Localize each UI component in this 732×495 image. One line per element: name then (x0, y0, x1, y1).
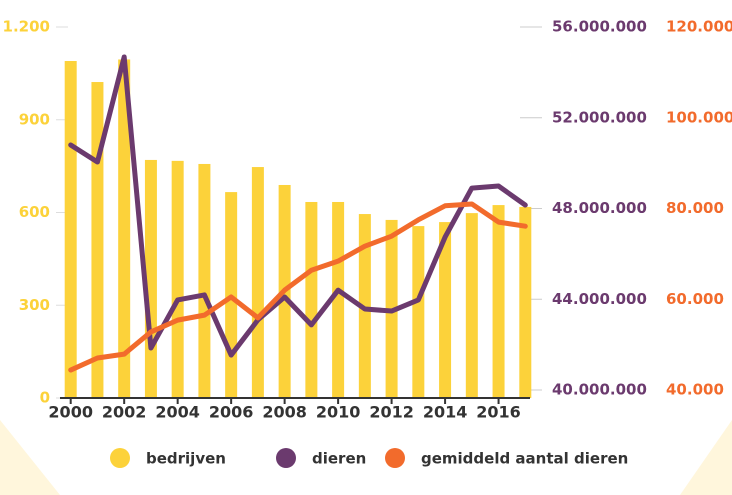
legend-swatch (385, 448, 405, 468)
y-tick-label: 300 (19, 296, 50, 314)
y2-tick-label: 52.000.000 (552, 108, 647, 126)
y-tick-label: 900 (19, 110, 50, 128)
y2-tick-label: 40.000.000 (552, 381, 647, 399)
x-tick-label: 2012 (369, 403, 414, 422)
decoration (0, 420, 60, 495)
bar (91, 82, 104, 398)
y3-tick-label: 40.000 (666, 381, 724, 399)
bar (332, 201, 345, 398)
y2-tick-label: 56.000.000 (552, 18, 647, 36)
x-tick-label: 2004 (155, 403, 200, 422)
y2-tick-label: 44.000.000 (552, 290, 647, 308)
x-tick-label: 2014 (423, 403, 468, 422)
x-tick-label: 2000 (48, 403, 93, 422)
x-tick-label: 2010 (316, 403, 361, 422)
legend-swatch (110, 448, 130, 468)
bar (465, 213, 478, 398)
y3-tick-label: 120.000 (666, 18, 732, 36)
y-tick-label: 600 (19, 203, 50, 221)
bar (412, 226, 425, 398)
x-tick-label: 2016 (476, 403, 521, 422)
x-tick-label: 2006 (209, 403, 254, 422)
legend-label: gemiddeld aantal dieren (421, 450, 628, 468)
bar (64, 61, 77, 399)
x-tick-label: 2008 (262, 403, 307, 422)
bar (305, 201, 318, 398)
y2-tick-label: 48.000.000 (552, 199, 647, 217)
y3-tick-label: 80.000 (666, 199, 724, 217)
y-tick-label: 0 (40, 389, 50, 407)
x-tick-label: 2002 (102, 403, 147, 422)
bar (439, 222, 452, 398)
line (68, 54, 528, 358)
bar (519, 206, 532, 398)
decoration (680, 420, 732, 495)
legend-swatch (276, 448, 296, 468)
legend-label: dieren (312, 450, 366, 468)
line (68, 201, 528, 373)
y-tick-label: 1.200 (3, 18, 50, 36)
bar (492, 205, 505, 398)
bar (171, 160, 184, 398)
y3-tick-label: 100.000 (666, 108, 732, 126)
bar (251, 167, 264, 398)
legend-label: bedrijven (146, 450, 226, 468)
y3-tick-label: 60.000 (666, 290, 724, 308)
bar (198, 163, 211, 398)
bar (118, 59, 131, 399)
